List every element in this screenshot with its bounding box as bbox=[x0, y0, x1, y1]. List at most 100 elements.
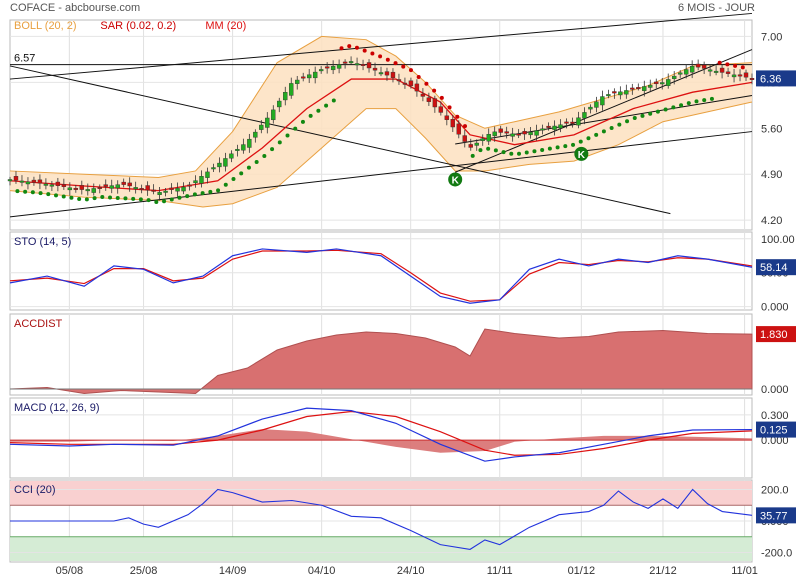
candle-body bbox=[450, 119, 456, 128]
candle-body bbox=[743, 72, 749, 78]
candle-body bbox=[115, 184, 120, 189]
sto-k-line bbox=[9, 248, 753, 304]
y-tick-label: 0.000 bbox=[761, 435, 789, 447]
sar-dot bbox=[586, 136, 591, 141]
y-tick-label: 200.0 bbox=[761, 484, 789, 496]
y-tick-label: 0.000 bbox=[761, 384, 789, 396]
x-tick-label: 04/10 bbox=[308, 565, 336, 577]
trendline-descending bbox=[9, 65, 671, 215]
sar-dot bbox=[100, 194, 105, 199]
candle-body bbox=[654, 81, 659, 85]
candle-body bbox=[265, 117, 270, 128]
candle-body bbox=[229, 153, 234, 159]
candle-body bbox=[121, 181, 126, 185]
candle-body bbox=[456, 123, 461, 135]
sar-dot bbox=[185, 194, 190, 199]
sar-dot bbox=[138, 197, 143, 202]
sar-dot bbox=[416, 74, 421, 79]
signal-marker bbox=[574, 146, 589, 161]
sar-dot bbox=[362, 48, 367, 53]
candle-body bbox=[318, 69, 324, 72]
candle-body bbox=[630, 87, 635, 90]
sar-dot bbox=[462, 124, 467, 129]
chart-period-label: 6 MOIS - JOUR bbox=[677, 2, 755, 14]
chart-source-title: COFACE - abcbourse.com bbox=[10, 2, 141, 14]
candle-body bbox=[606, 94, 611, 97]
bollinger-lower bbox=[9, 101, 753, 208]
sar-dot bbox=[725, 62, 730, 67]
candle-body bbox=[636, 87, 641, 90]
candle-body bbox=[378, 72, 384, 75]
candle-body bbox=[253, 131, 258, 138]
sar-dot bbox=[563, 144, 568, 149]
candle-body bbox=[492, 131, 497, 137]
sar-dot bbox=[293, 126, 298, 131]
candle-body bbox=[576, 117, 581, 126]
candle-body bbox=[432, 98, 438, 108]
candle-body bbox=[420, 93, 426, 97]
candle-body bbox=[689, 66, 695, 73]
legend-label: MM (20) bbox=[205, 20, 246, 32]
sar-dot bbox=[192, 192, 197, 197]
sar-dot bbox=[339, 46, 344, 51]
sar-dot bbox=[578, 139, 583, 144]
candle-body bbox=[163, 190, 168, 193]
y-tick-label: 100.00 bbox=[761, 234, 795, 246]
candle-body bbox=[103, 184, 108, 187]
candle-body bbox=[43, 183, 49, 186]
candle-body bbox=[133, 187, 138, 190]
candle-body bbox=[660, 82, 665, 85]
candle-body bbox=[504, 131, 509, 134]
candle-body bbox=[175, 188, 180, 192]
candle-body bbox=[19, 180, 25, 183]
candle-body bbox=[612, 91, 617, 94]
x-tick-label: 25/08 bbox=[130, 565, 158, 577]
sar-dot bbox=[547, 146, 552, 151]
sar-dot bbox=[69, 195, 74, 200]
sar-dot bbox=[540, 147, 545, 152]
candle-body bbox=[241, 144, 246, 151]
candle-body bbox=[426, 97, 432, 102]
candle-body bbox=[408, 80, 414, 87]
candle-body bbox=[295, 79, 300, 84]
last-value-box bbox=[756, 259, 796, 276]
candle-body bbox=[7, 179, 13, 182]
candle-body bbox=[247, 138, 252, 148]
sar-dot bbox=[571, 142, 576, 147]
panel-title: STO (14, 5) bbox=[14, 236, 71, 248]
candle-body bbox=[749, 78, 755, 80]
candle-body bbox=[672, 75, 677, 79]
candle-body bbox=[348, 61, 354, 64]
sar-dot bbox=[640, 113, 645, 118]
y-tick-label: 5.60 bbox=[761, 123, 782, 135]
sar-dot bbox=[501, 150, 506, 155]
candle-body bbox=[534, 130, 539, 136]
sar-dot bbox=[223, 182, 228, 187]
sar-dot bbox=[154, 199, 159, 204]
candle-body bbox=[528, 132, 533, 136]
sar-dot bbox=[169, 197, 174, 202]
sar-dot bbox=[92, 196, 97, 201]
last-value-label: 6.36 bbox=[760, 73, 781, 85]
candle-body bbox=[217, 162, 222, 168]
sto-d-line bbox=[9, 249, 753, 302]
cci-line bbox=[10, 488, 753, 550]
sar-dot bbox=[61, 194, 66, 199]
sar-dot bbox=[108, 195, 113, 200]
candle-body bbox=[588, 106, 593, 110]
bollinger-band-fill bbox=[10, 36, 752, 208]
sar-dot bbox=[686, 101, 691, 106]
candle-body bbox=[486, 134, 491, 142]
sar-dot bbox=[84, 197, 89, 202]
last-value-label: 0.125 bbox=[760, 425, 788, 437]
candle-body bbox=[145, 185, 150, 191]
candle-body bbox=[677, 72, 683, 75]
sar-dot bbox=[77, 197, 82, 202]
legend-label: SAR (0.02, 0.2) bbox=[100, 20, 176, 32]
sar-dot bbox=[38, 191, 43, 196]
candle-body bbox=[516, 133, 521, 136]
macd-histogram bbox=[10, 429, 752, 453]
mm-line bbox=[9, 78, 753, 192]
candle-body bbox=[336, 64, 342, 69]
sar-dot bbox=[717, 60, 722, 65]
